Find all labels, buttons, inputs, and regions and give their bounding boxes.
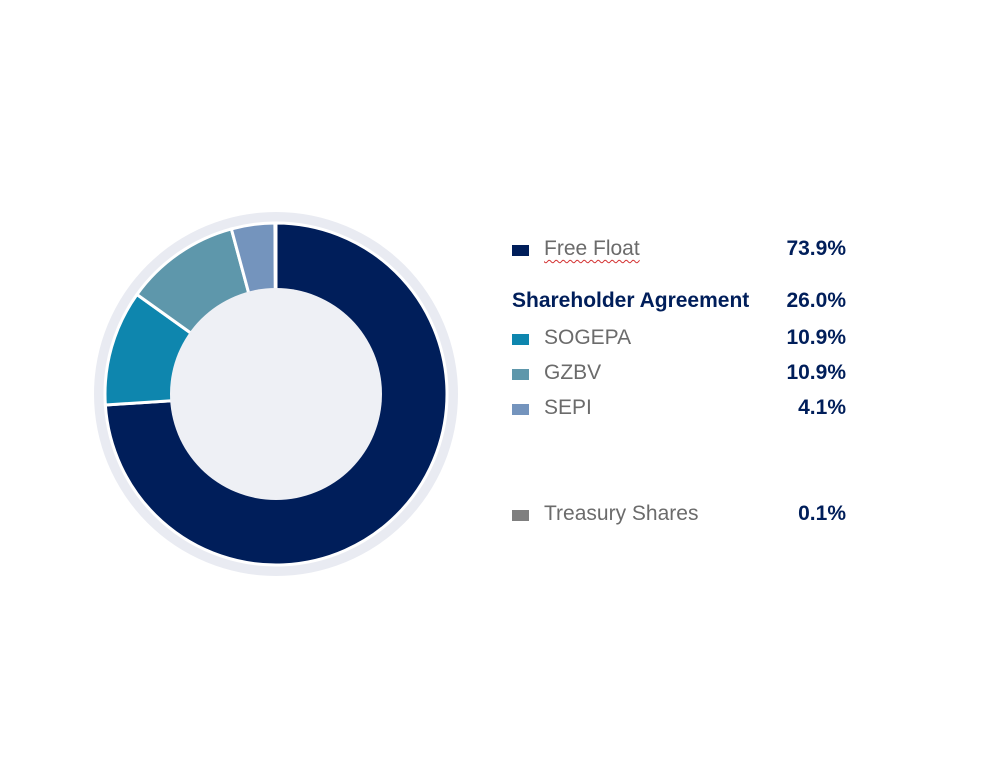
group-value: 26.0% xyxy=(786,289,846,312)
legend-item-sepi: SEPI 4.1% xyxy=(510,394,846,424)
legend-label: Treasury Shares xyxy=(544,502,699,525)
legend-item-free-float: Free Float 73.9% xyxy=(510,235,846,265)
legend-label: GZBV xyxy=(544,361,602,384)
legend-value: 10.9% xyxy=(786,361,846,384)
legend-swatch-free-float xyxy=(512,245,529,256)
legend-label: Free Float xyxy=(544,237,640,260)
legend-value: 10.9% xyxy=(786,326,846,349)
legend-group-shareholder-agreement: Shareholder Agreement 26.0% xyxy=(510,287,846,317)
donut-slice-treasury-shares xyxy=(273,221,278,395)
donut-hole xyxy=(170,288,382,500)
legend-item-treasury-shares: Treasury Shares 0.1% xyxy=(510,500,846,530)
legend-swatch-sepi xyxy=(512,404,529,415)
legend-value: 0.1% xyxy=(798,502,846,525)
legend-swatch-gzbv xyxy=(512,369,529,380)
legend-item-sogepa: SOGEPA 10.9% xyxy=(510,324,846,354)
legend-swatch-treasury-shares xyxy=(512,510,529,521)
legend-value: 73.9% xyxy=(786,237,846,260)
group-label: Shareholder Agreement xyxy=(512,289,750,312)
legend: Free Float 73.9% Shareholder Agreement 2… xyxy=(510,0,850,772)
legend-label: SEPI xyxy=(544,396,592,419)
legend-swatch-sogepa xyxy=(512,334,529,345)
legend-value: 4.1% xyxy=(798,396,846,419)
legend-label: SOGEPA xyxy=(544,326,632,349)
legend-item-gzbv: GZBV 10.9% xyxy=(510,359,846,389)
